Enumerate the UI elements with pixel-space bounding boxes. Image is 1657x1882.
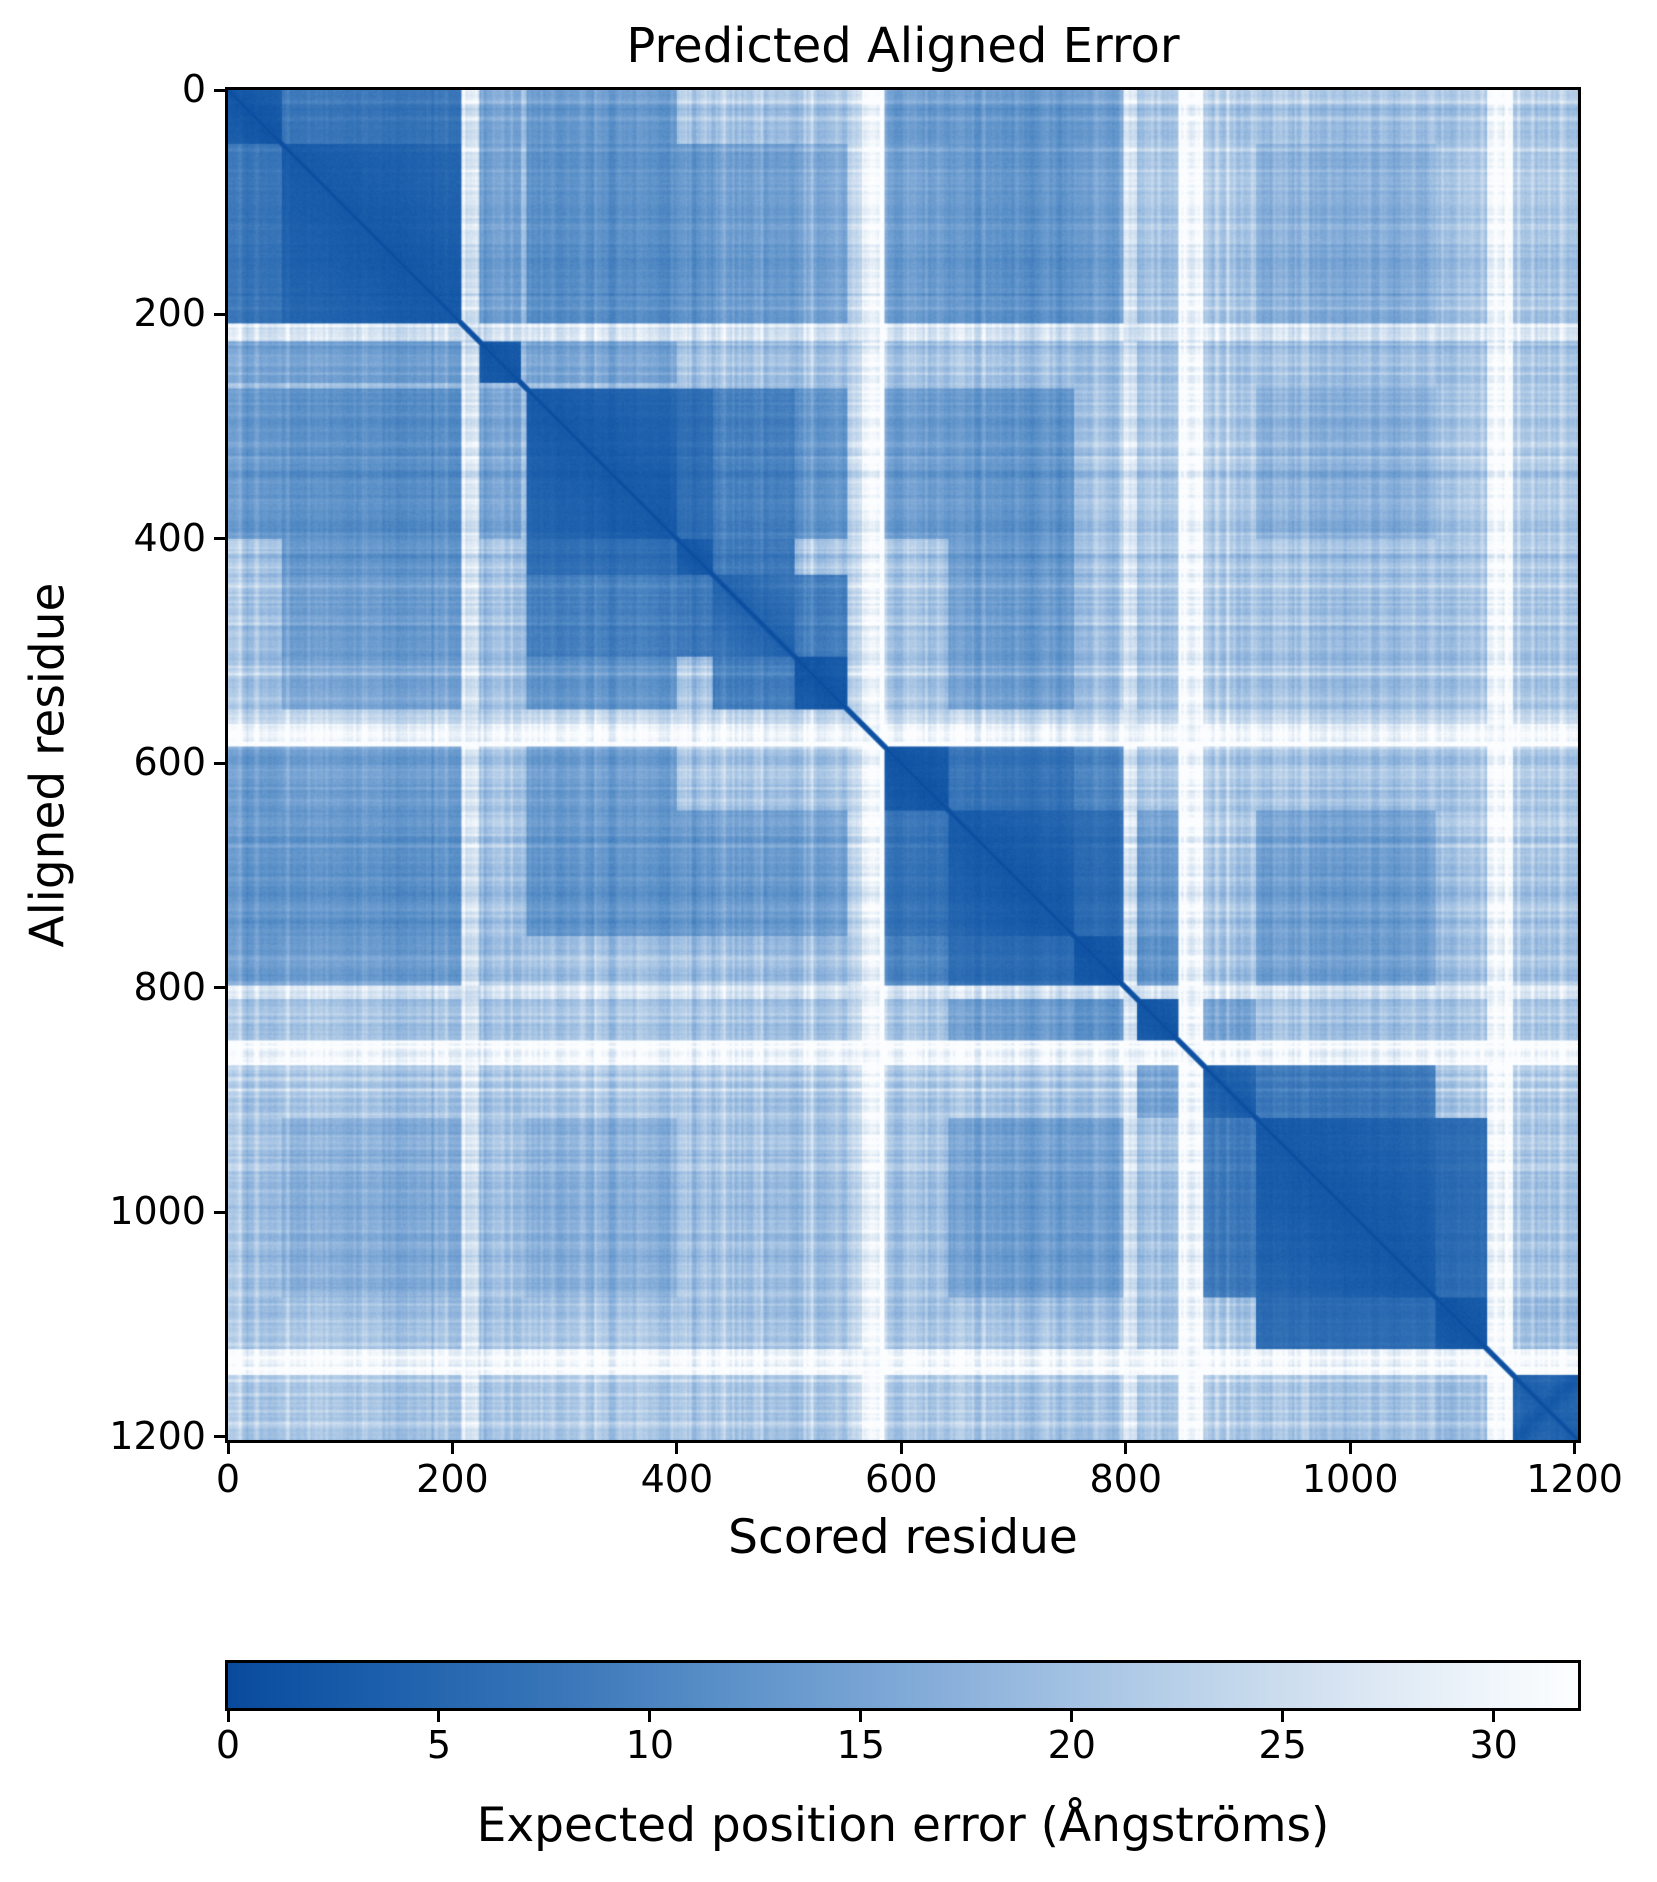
y-tick-label: 0: [181, 67, 206, 111]
colorbar-tick-mark: [1070, 1708, 1074, 1722]
y-tick-label: 200: [133, 291, 206, 336]
colorbar-tick-label: 30: [1469, 1723, 1518, 1767]
y-tick-label: 400: [133, 515, 206, 560]
x-axis-label: Scored residue: [728, 1510, 1078, 1565]
x-tick-mark: [899, 1440, 903, 1454]
colorbar-tick-mark: [648, 1708, 652, 1722]
y-tick-mark: [214, 761, 228, 765]
x-tick-label: 800: [1089, 1457, 1163, 1501]
colorbar-tick-mark: [437, 1708, 441, 1722]
x-tick-label: 0: [215, 1457, 241, 1501]
colorbar-tick-mark: [226, 1708, 230, 1722]
colorbar-tick-mark: [1492, 1708, 1496, 1722]
y-tick-mark: [214, 1210, 228, 1214]
y-tick-mark: [214, 88, 228, 92]
x-tick-label: 1200: [1526, 1457, 1623, 1501]
colorbar-gradient: [228, 1663, 1578, 1708]
y-tick-mark: [214, 312, 228, 316]
colorbar-frame: [225, 1660, 1581, 1711]
colorbar-label: Expected position error (Ångströms): [476, 1798, 1330, 1853]
x-tick-mark: [1348, 1440, 1352, 1454]
y-tick-mark: [214, 1435, 228, 1439]
x-tick-label: 600: [865, 1457, 938, 1501]
colorbar-tick-label: 5: [426, 1723, 452, 1767]
x-tick-label: 200: [416, 1457, 489, 1501]
x-tick-mark: [1573, 1440, 1577, 1454]
colorbar-tick-mark: [859, 1708, 863, 1722]
colorbar-tick-mark: [1281, 1708, 1285, 1722]
y-tick-label: 600: [133, 740, 206, 785]
x-tick-mark: [675, 1440, 679, 1454]
y-tick-mark: [214, 537, 228, 541]
x-tick-mark: [226, 1440, 230, 1454]
y-tick-label: 1000: [109, 1189, 206, 1234]
x-tick-mark: [1124, 1440, 1128, 1454]
pae-heatmap: [228, 90, 1578, 1440]
colorbar-tick-label: 20: [1047, 1723, 1096, 1767]
colorbar-tick-label: 10: [625, 1723, 675, 1767]
y-tick-mark: [214, 986, 228, 990]
x-tick-label: 1000: [1301, 1457, 1399, 1501]
colorbar-tick-label: 15: [836, 1723, 885, 1767]
x-tick-label: 400: [640, 1457, 714, 1501]
y-tick-label: 800: [133, 964, 206, 1009]
colorbar-tick-label: 0: [215, 1723, 241, 1767]
chart-title: Predicted Aligned Error: [626, 18, 1180, 74]
y-tick-label: 1200: [109, 1413, 206, 1458]
colorbar-tick-label: 25: [1258, 1723, 1307, 1767]
x-tick-mark: [450, 1440, 454, 1454]
